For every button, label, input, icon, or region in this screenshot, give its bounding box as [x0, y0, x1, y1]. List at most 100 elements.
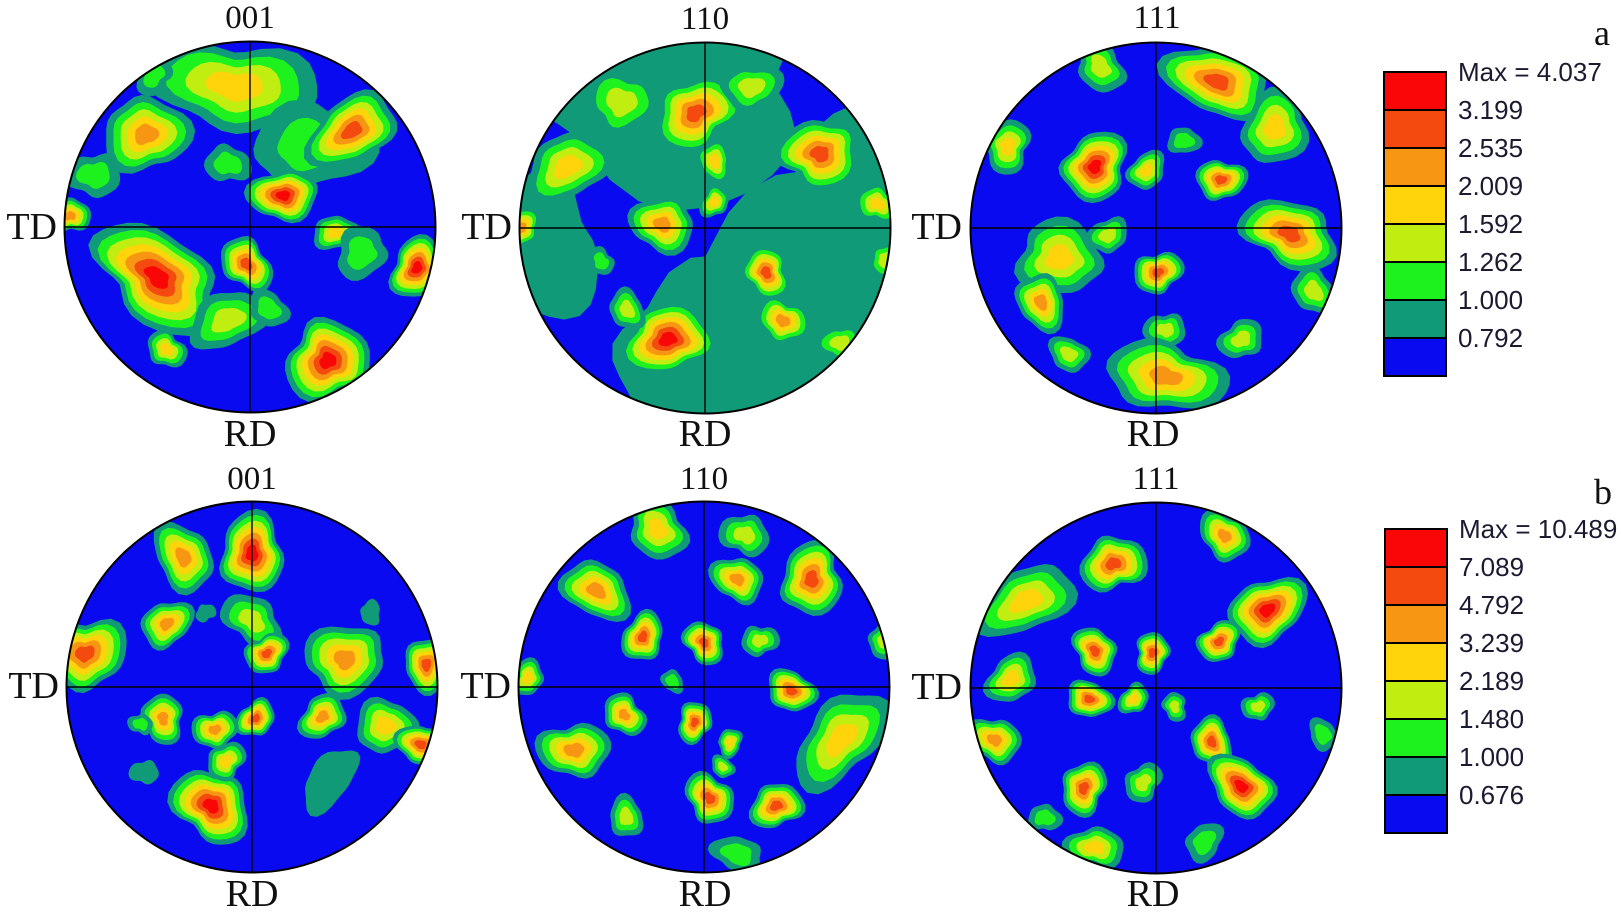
contour-blob [128, 759, 159, 785]
pole-figure-title: 001 [225, 0, 275, 36]
legend-swatch [1384, 718, 1448, 758]
contour-blob [796, 694, 890, 795]
contour-band [1087, 159, 1102, 175]
contour-band [718, 761, 729, 772]
contour-blob [707, 836, 761, 873]
contour-blob [208, 741, 247, 782]
legend-swatch [1384, 756, 1448, 796]
pole-figure-plot-001-a [63, 40, 437, 414]
contour-blob [88, 222, 216, 337]
contour-blob [203, 143, 252, 182]
contour-blob [983, 651, 1036, 702]
contour-band [376, 716, 398, 736]
contour-band [205, 71, 263, 103]
contour-band [208, 724, 222, 736]
contour-blob [773, 120, 858, 192]
contour-band [333, 650, 356, 671]
contour-blob [684, 770, 735, 824]
contour-blob [680, 621, 723, 666]
contour-band [1139, 163, 1153, 177]
legend-level-label: 1.000 [1458, 285, 1524, 315]
contour-blob [360, 598, 380, 626]
contour-band [1206, 735, 1217, 748]
legend-level-label: 0.676 [1459, 780, 1525, 810]
contour-blob [303, 89, 398, 168]
contour-blob [195, 604, 217, 623]
contour-band [128, 759, 159, 785]
contour-band [986, 734, 1003, 747]
legend-swatch [1384, 794, 1448, 834]
td-axis-label: TD [460, 665, 511, 707]
td-axis-label: TD [8, 665, 59, 707]
contour-blob [1199, 509, 1251, 563]
contour-band [411, 261, 423, 274]
legend-swatch [1383, 109, 1447, 149]
td-axis-label: TD [6, 206, 57, 248]
contour-band [1230, 330, 1250, 348]
contour-band [870, 196, 886, 211]
contour-band [135, 123, 160, 146]
contour-band [1234, 779, 1249, 793]
contour-band [1008, 588, 1044, 613]
contour-band [132, 717, 148, 731]
contour-blob [1207, 753, 1278, 820]
contour-band [1084, 694, 1096, 704]
contour-band [74, 645, 95, 663]
contour-band [143, 266, 169, 289]
td-axis-label: TD [911, 666, 962, 708]
contour-band [652, 216, 671, 233]
contour-band [220, 754, 233, 768]
legend-level-label: 2.009 [1458, 171, 1524, 201]
contour-band [708, 153, 720, 169]
contour-band [1128, 693, 1139, 704]
contour-band [257, 296, 283, 320]
legend-level-label: 4.792 [1459, 590, 1525, 620]
contour-blob [779, 539, 844, 616]
contour-band [690, 717, 699, 728]
legend-swatch [1384, 604, 1448, 644]
contour-band [275, 190, 291, 202]
contour-band [261, 648, 273, 659]
contour-blob [585, 68, 660, 139]
pole-figure-outline [969, 41, 1343, 415]
contour-blob [219, 508, 285, 593]
contour-band [619, 299, 635, 318]
panel-letter-a: a [1594, 13, 1610, 53]
contour-blob [1079, 535, 1148, 593]
contour-band [554, 155, 584, 180]
contour-band [619, 806, 634, 826]
contour-band [305, 750, 361, 817]
contour-band [159, 618, 175, 632]
pole-figure-plot-110-a [518, 41, 892, 415]
legend-swatch [1383, 185, 1447, 225]
contour-band [1173, 132, 1196, 149]
contour-blob [1167, 127, 1203, 153]
contour-blob [557, 559, 632, 623]
contour-band [347, 236, 378, 270]
contour-band [760, 266, 772, 279]
legend-level-label: 2.535 [1458, 133, 1524, 163]
contour-blob [167, 770, 248, 845]
legend-swatch [1384, 528, 1448, 568]
contour-band [1083, 840, 1105, 855]
contour-band [75, 161, 110, 189]
contour-blob [1134, 251, 1185, 295]
contour-blob [707, 557, 764, 606]
legend-level-label: 1.480 [1459, 704, 1525, 734]
contour-band [1168, 700, 1180, 714]
contour-band [703, 791, 716, 805]
contour-band [1044, 243, 1075, 270]
contour-blob [1014, 273, 1064, 335]
contour-blob [973, 564, 1079, 637]
legend-level-label: 7.089 [1459, 552, 1525, 582]
legend-swatch [1384, 642, 1448, 682]
contour-band [421, 658, 432, 672]
contour-blob [285, 316, 370, 403]
contour-band [719, 843, 752, 866]
contour-band [1105, 557, 1122, 571]
contour-blob [64, 153, 121, 199]
contour-band [175, 547, 192, 568]
contour-blob [519, 169, 598, 320]
contour-blob [1156, 47, 1267, 122]
contour-band [315, 710, 330, 723]
